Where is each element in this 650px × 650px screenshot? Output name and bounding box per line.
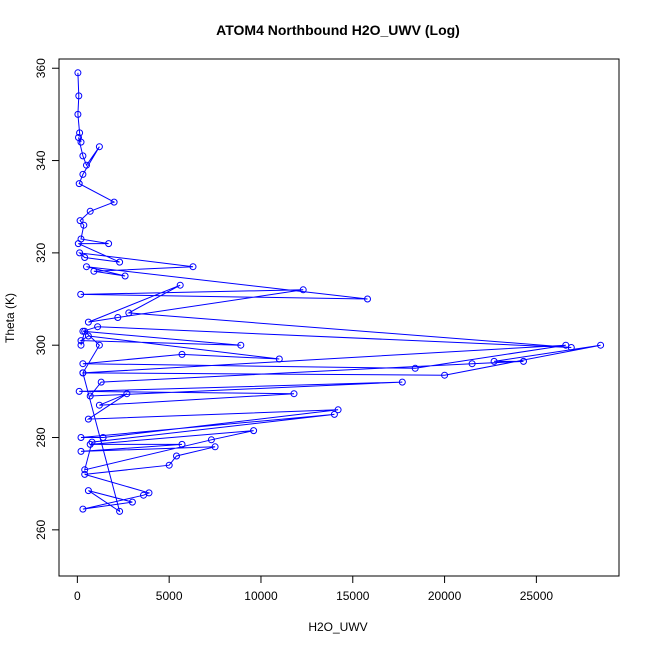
y-tick-label: 300 <box>34 335 48 355</box>
data-point <box>77 341 85 349</box>
data-point <box>178 350 186 358</box>
data-point <box>81 470 89 478</box>
chart-title: ATOM4 Northbound H2O_UWV (Log) <box>216 22 460 38</box>
data-point <box>76 129 84 137</box>
data-point <box>83 161 90 169</box>
x-tick-label: 5000 <box>156 589 183 603</box>
data-point <box>105 240 113 248</box>
x-tick-label: 15000 <box>336 589 370 603</box>
data-point <box>95 401 103 409</box>
data-point <box>237 341 245 349</box>
x-axis: 0 5000 10000 15000 20000 25000 <box>74 575 554 603</box>
data-point <box>84 487 92 495</box>
data-point <box>411 364 419 372</box>
data-point <box>299 286 307 294</box>
y-tick-label: 280 <box>34 427 48 447</box>
series-line <box>77 72 601 513</box>
data-point <box>364 295 371 303</box>
data-point <box>75 387 83 395</box>
data-point <box>176 281 184 289</box>
data-point <box>97 378 105 386</box>
data-point <box>165 461 173 469</box>
x-tick-label: 25000 <box>520 589 554 603</box>
series-lines <box>77 72 601 513</box>
data-point <box>77 434 85 441</box>
data-point <box>86 440 94 448</box>
series-points <box>74 69 605 515</box>
data-point <box>77 447 85 455</box>
data-point <box>173 452 180 460</box>
data-point <box>84 332 92 340</box>
x-tick-label: 0 <box>74 589 81 603</box>
data-point <box>490 357 498 365</box>
data-point <box>211 443 219 451</box>
data-point <box>189 263 197 271</box>
data-point <box>116 507 124 515</box>
y-tick-label: 360 <box>34 58 48 78</box>
y-tick-label: 320 <box>34 243 48 263</box>
y-tick-label: 260 <box>34 520 48 540</box>
data-point <box>116 258 124 266</box>
data-point <box>95 143 103 151</box>
data-point <box>76 249 84 257</box>
data-point <box>83 263 90 271</box>
data-point <box>74 110 82 118</box>
data-point <box>290 390 298 398</box>
data-point <box>75 134 82 141</box>
data-point <box>79 152 87 160</box>
data-point <box>330 410 338 418</box>
data-point <box>86 392 94 400</box>
x-tick-label: 10000 <box>244 589 278 603</box>
data-point <box>94 323 102 331</box>
data-point <box>95 341 103 349</box>
data-point <box>250 427 258 435</box>
x-tick-label: 20000 <box>428 589 462 603</box>
data-point <box>76 217 84 225</box>
data-point <box>520 357 527 365</box>
data-point <box>84 415 92 423</box>
data-point <box>468 360 476 368</box>
data-point <box>121 272 129 280</box>
data-point <box>99 434 107 441</box>
data-point <box>114 314 122 321</box>
data-point <box>81 327 89 335</box>
data-point <box>123 390 131 398</box>
data-point <box>77 337 85 345</box>
data-point <box>80 221 88 229</box>
data-point <box>562 341 570 349</box>
data-point <box>79 170 87 178</box>
data-point <box>128 498 136 506</box>
data-point <box>77 290 85 298</box>
data-point <box>90 267 98 275</box>
data-point <box>74 240 82 248</box>
data-point <box>140 491 147 499</box>
data-point <box>275 355 283 363</box>
data-point <box>334 406 342 414</box>
data-point <box>75 180 83 188</box>
data-point <box>110 198 118 206</box>
data-point <box>88 438 96 446</box>
y-axis: 260 280 300 320 340 360 <box>34 58 60 540</box>
data-point <box>79 360 87 368</box>
data-point <box>79 505 87 513</box>
data-point <box>597 341 605 349</box>
data-point <box>125 309 133 317</box>
y-tick-label: 340 <box>34 150 48 170</box>
data-point <box>81 254 89 261</box>
x-axis-label: H2O_UWV <box>308 620 367 634</box>
data-point <box>81 466 89 474</box>
data-point <box>86 207 94 215</box>
data-point <box>84 318 92 326</box>
data-point <box>79 369 87 377</box>
y-axis-label: Theta (K) <box>3 293 17 343</box>
data-point <box>398 378 406 386</box>
data-point <box>178 440 186 448</box>
data-point <box>75 92 83 100</box>
data-point <box>207 436 215 444</box>
data-point <box>74 69 82 77</box>
data-point <box>441 371 449 379</box>
